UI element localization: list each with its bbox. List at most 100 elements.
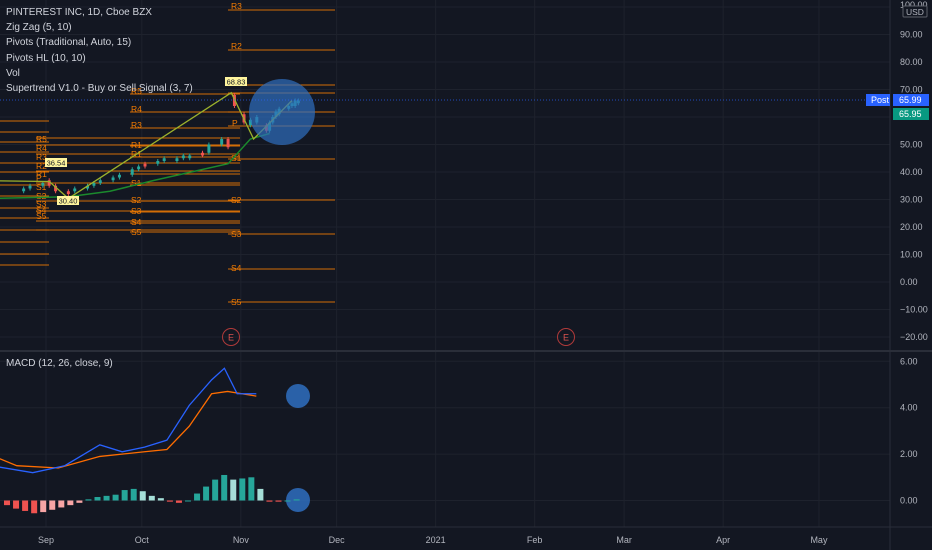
indicator-pivots-hl[interactable]: Pivots HL (10, 10) [6, 52, 86, 64]
pivot-label: S1 [231, 153, 242, 163]
macd-histogram-bar [4, 500, 10, 506]
candle-body [22, 188, 26, 192]
macd-histogram-bar [221, 474, 228, 501]
currency-label: USD [906, 7, 924, 17]
pivot-label: S1 [131, 178, 142, 188]
indicator-pivots[interactable]: Pivots (Traditional, Auto, 15) [6, 37, 132, 49]
macd-axis-label: 0.00 [900, 496, 918, 506]
macd-histogram-bar [266, 500, 273, 502]
candle-body [175, 158, 179, 161]
pivot-label: S2 [36, 191, 47, 201]
earnings-marker-label: E [563, 333, 569, 343]
macd-histogram-bar [13, 500, 20, 509]
macd-histogram-bar [94, 497, 101, 501]
zigzag-label-text: 30.40 [59, 197, 78, 206]
price-axis-label: 10.00 [900, 250, 923, 260]
pivot-label: S3 [131, 206, 142, 216]
pivot-label: S5 [131, 227, 142, 237]
macd-histogram-bar [257, 488, 264, 501]
zigzag-label-box [45, 158, 67, 167]
price-axis-label: 0.00 [900, 277, 918, 287]
pivot-label: S4 [36, 205, 47, 215]
candle-body [117, 174, 121, 178]
macd-histogram-bar [166, 500, 173, 502]
indicator-zigzag[interactable]: Zig Zag (5, 10) [6, 22, 72, 34]
macd-legend[interactable]: MACD (12, 26, close, 9) [6, 358, 113, 369]
candle-body [73, 188, 77, 192]
macd-histogram-bar [58, 500, 65, 508]
price-axis-label: −20.00 [900, 332, 928, 342]
macd-histogram-bar [230, 479, 237, 501]
pivot-label: S3 [36, 199, 47, 209]
macd-histogram-bar [103, 495, 110, 501]
pivot-label: S4 [231, 263, 242, 273]
post-price: 65.99 [899, 95, 922, 105]
price-axis-label: 80.00 [900, 57, 923, 67]
last-price-box [893, 108, 929, 120]
macd-histogram-bar [275, 500, 282, 502]
indicator-volume[interactable]: Vol [6, 67, 20, 79]
zigzag-label-box [57, 196, 79, 205]
zigzag-price-label: 68.83 [225, 77, 247, 87]
price-axis-label: 70.00 [900, 85, 923, 95]
macd-histogram-bar [49, 500, 56, 510]
candle-body [226, 139, 230, 148]
candle-body [41, 183, 45, 186]
earnings-marker[interactable]: E [557, 328, 575, 346]
indicator-supertrend[interactable]: Supertrend V1.0 - Buy or Sell Signal (3,… [6, 83, 193, 95]
candle-body [181, 155, 185, 159]
symbol-title[interactable]: PINTEREST INC, 1D, Cboe BZX [6, 7, 152, 18]
pivot-label: R2 [36, 161, 47, 171]
pivot-label: R4 [36, 143, 47, 153]
time-axis-label: May [810, 535, 828, 545]
pivot-label: R5 [36, 134, 47, 144]
macd-axis-label: 6.00 [900, 356, 918, 366]
time-axis-label: Sep [38, 535, 54, 545]
post-label-box [866, 94, 890, 106]
candle-body [137, 166, 141, 170]
pivot-label: S5 [36, 211, 47, 221]
candle-body [47, 180, 51, 186]
candle-body [98, 180, 102, 183]
candle-body [130, 169, 134, 175]
macd-axis-label: 4.00 [900, 403, 918, 413]
highlight-circle-macd [286, 384, 310, 408]
macd-line [0, 367, 257, 474]
macd-histogram-bar [185, 500, 191, 502]
time-axis-label: Oct [135, 535, 150, 545]
pivot-label: S4 [131, 217, 142, 227]
pivot-label: R1 [131, 140, 142, 150]
pivot-label: R5 [131, 86, 142, 96]
macd-histogram-bar [139, 491, 146, 501]
zigzag-label-text: 36.54 [47, 159, 66, 168]
macd-histogram-bar [85, 499, 92, 501]
zigzag-label-box [225, 77, 247, 86]
pivot-label: R4 [131, 104, 142, 114]
pivot-label: R3 [231, 1, 242, 11]
earnings-marker[interactable]: E [222, 328, 240, 346]
macd-axis-label: 2.00 [900, 449, 918, 459]
time-axis-label: 2021 [426, 535, 446, 545]
candle-body [66, 191, 70, 194]
zigzag-label-text: 68.83 [227, 78, 246, 87]
macd-signal-line [0, 390, 257, 469]
pivot-label: R1 [36, 169, 47, 179]
candle-body [201, 152, 205, 156]
price-axis-label-top: 100.00 [900, 0, 928, 10]
time-axis-label: Mar [616, 535, 632, 545]
pivot-label: R3 [36, 152, 47, 162]
pivot-label: R2 [231, 41, 242, 51]
pivot-label: S1 [36, 182, 47, 192]
macd-histogram-bar [284, 500, 291, 502]
price-axis-label: −10.00 [900, 305, 928, 315]
candle-body [248, 119, 252, 126]
candle-body [143, 163, 147, 167]
macd-histogram-bar [31, 500, 38, 514]
macd-histogram-bar [67, 500, 74, 506]
price-axis-label: 90.00 [900, 30, 923, 40]
price-axis-label: 40.00 [900, 167, 923, 177]
candle-body [207, 144, 211, 153]
